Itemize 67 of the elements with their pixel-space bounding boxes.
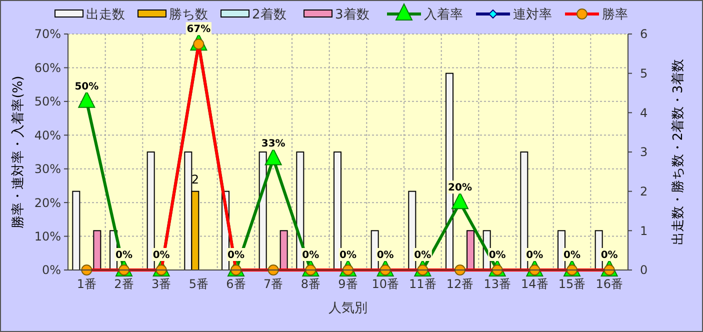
x-tick-label: 7番 xyxy=(264,277,284,291)
x-tick-label: 15番 xyxy=(558,277,586,291)
legend-label: 2着数 xyxy=(252,6,286,23)
y-tick-label: 40% xyxy=(34,128,61,142)
y-tick-label: 60% xyxy=(34,60,61,75)
bar xyxy=(146,152,155,270)
y-tick-label: 50% xyxy=(34,94,61,109)
data-label: 0% xyxy=(488,250,506,261)
data-label: 0% xyxy=(116,250,132,261)
data-label: 0% xyxy=(526,250,544,261)
legend-label: 出走数 xyxy=(86,8,125,23)
x-tick-label: 12番 xyxy=(446,277,474,291)
x-tick-label: 9番 xyxy=(338,277,358,291)
x-tick-label: 3番 xyxy=(152,277,172,291)
y-tick-label: 20% xyxy=(34,196,61,210)
x-tick-label: 6番 xyxy=(226,277,246,291)
x-tick-label: 10番 xyxy=(372,277,399,291)
x-tick-label: 16番 xyxy=(596,277,623,291)
data-label: 0% xyxy=(152,250,170,261)
y2-tick-label: 6 xyxy=(640,27,648,42)
data-label: 67% xyxy=(186,24,211,36)
x-axis-title: 人気別 xyxy=(328,301,368,316)
x-tick-label: 1番 xyxy=(76,277,96,291)
data-label: 33% xyxy=(261,138,286,150)
y2-tick-label: 5 xyxy=(640,66,648,81)
y2-tick-label: 0 xyxy=(640,263,648,278)
data-label: 2 xyxy=(191,172,199,186)
data-label: 0% xyxy=(564,250,580,261)
x-tick-label: 14番 xyxy=(521,277,548,291)
data-label: 50% xyxy=(74,81,99,92)
data-label: 0% xyxy=(228,250,244,261)
data-label: 20% xyxy=(448,182,472,194)
legend-label: 連対率 xyxy=(513,6,552,23)
legend-label: 勝率 xyxy=(602,6,628,23)
legend-label: 3着数 xyxy=(335,6,370,23)
y2-tick-label: 4 xyxy=(640,106,648,120)
x-tick-label: 8番 xyxy=(300,277,320,291)
bar xyxy=(72,190,80,270)
data-label: 0% xyxy=(600,250,618,261)
x-tick-label: 5番 xyxy=(188,277,208,291)
y-tick-label: 30% xyxy=(34,162,61,176)
data-label: 0% xyxy=(414,250,432,261)
bar xyxy=(334,152,342,270)
y-tick-label: 0% xyxy=(42,263,61,278)
point xyxy=(264,148,282,166)
point xyxy=(452,192,468,210)
x-tick-label: 11番 xyxy=(409,277,436,291)
y2-axis-title: 出走数・勝ち数・2着数・3着数 xyxy=(670,59,686,245)
y-tick-label: 10% xyxy=(34,229,61,244)
y2-tick-label: 2 xyxy=(640,184,648,199)
data-label: 0% xyxy=(376,250,394,261)
x-tick-label: 13番 xyxy=(484,277,511,291)
y-axis-title: 勝率・連対率・入着率(%) xyxy=(10,76,26,228)
y2-tick-label: 1 xyxy=(640,224,648,238)
legend-label: 勝ち数 xyxy=(169,8,208,23)
legend-label: 入着率 xyxy=(424,6,463,23)
x-tick-label: 2番 xyxy=(114,277,134,291)
y-tick-label: 70% xyxy=(34,27,61,42)
bar xyxy=(520,152,528,270)
bar xyxy=(93,230,102,270)
bar xyxy=(280,230,288,270)
y2-tick-label: 3 xyxy=(640,145,648,160)
data-label: 0% xyxy=(302,250,320,261)
point xyxy=(78,90,96,108)
bar xyxy=(408,190,416,270)
bar xyxy=(466,230,474,270)
data-label: 0% xyxy=(340,250,356,261)
